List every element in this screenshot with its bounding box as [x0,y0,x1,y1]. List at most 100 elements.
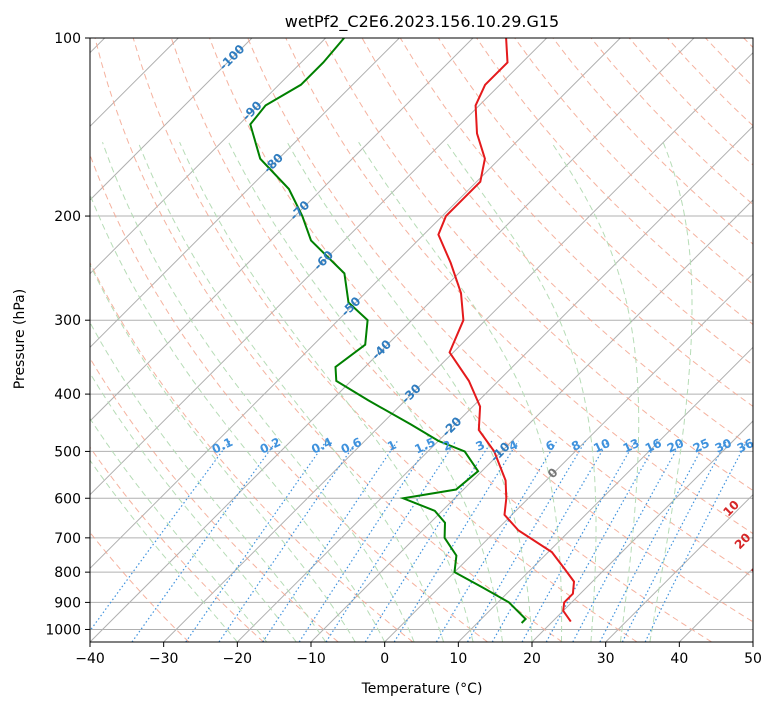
moist-adiabat [649,142,693,642]
x-tick-label: 50 [744,651,762,667]
x-tick-label: 40 [670,651,688,667]
moist-adiabat [550,141,640,642]
moist-adiabat [358,141,563,642]
moist-adiabat [90,417,268,642]
mixing-ratio-line [644,440,748,642]
mixing-ratio-line [185,440,327,642]
y-tick-label: 500 [54,444,81,460]
dry-adiabat [209,38,753,623]
x-tick-label: −40 [75,651,105,667]
mixing-ratio-line [521,440,636,642]
x-tick-label: 0 [380,651,389,667]
moist-adiabat [90,459,238,642]
mixing-ratio-lines [90,440,748,642]
moist-adiabat [286,141,533,642]
moist-adiabat [90,321,327,642]
outer-adiabat [0,38,6,642]
x-axis-label: Temperature (°C) [361,681,483,697]
dry-adiabat [90,446,264,642]
plot-frame [89,37,754,643]
mixing-ratio-line [90,440,231,632]
dry-adiabat [90,531,190,642]
dry-adiabat [743,38,753,49]
isotherm-line [678,567,753,642]
dry-adiabat [90,261,414,642]
mixing-ratio-line [218,440,358,642]
dry-adiabat [437,38,753,366]
mixing-ratio-line [491,440,609,642]
mixing-ratio-label: 0.4 [309,435,334,457]
isotherm-line [752,641,753,642]
y-tick-label: 700 [54,531,81,547]
dry-adiabat [247,38,753,578]
axes: −40 −30 −20 −10 0 10 20 30 40 50 1000 900 800 700 600 5… [45,31,762,667]
isotherm-line [531,420,753,642]
isotherm-line [90,38,621,570]
y-tick-label: 800 [54,565,81,581]
y-tick-label: 1000 [45,622,81,638]
dry-adiabat [476,38,753,326]
dewpoint-profile [249,38,528,624]
mixing-ratio-line [364,440,493,642]
mixing-ratio-line [621,440,727,642]
isotherm-line [90,38,253,201]
mixing-ratio-label: 25 [691,436,712,456]
isotherm-line [163,51,753,642]
adiabats [0,38,753,642]
isotherm-line [90,38,327,275]
y-tick-label: 100 [54,31,81,47]
line-labels: -100-90-80-70-60-50-40-30-20-10010203040… [210,42,775,604]
mixing-ratio-line [599,440,707,642]
mixing-ratio-line [298,440,432,642]
dry-adiabat [514,38,753,285]
dry-adiabat-label: 40 [768,582,775,604]
moist-adiabat [179,141,474,642]
dry-adiabat [285,38,753,535]
dry-adiabat [590,38,753,206]
x-tick-label: 10 [449,651,467,667]
dry-adiabat-label: 30 [749,558,771,580]
mixing-ratio-line [545,440,658,642]
x-tick-label: −20 [223,651,253,667]
mixing-ratio-line [262,440,399,642]
isotherm-line [90,38,474,422]
isotherm-line [236,125,753,642]
dry-adiabat [90,153,488,642]
mixing-ratio-label: 10 [591,436,612,456]
mixing-ratio-label: 20 [665,436,686,456]
dry-adiabat-label: 10 [720,498,742,520]
y-tick-label: 600 [54,491,81,507]
mixing-ratio-line [393,440,519,642]
moist-adiabat [90,193,386,642]
y-tick-label: 900 [54,595,81,611]
dry-adiabat-label: 20 [732,530,754,552]
moist-adiabat [228,141,503,642]
moist-adiabat [90,372,297,642]
profile-lines [249,38,576,624]
mixing-ratio-label: 30 [713,436,734,456]
x-tick-label: −30 [149,651,179,667]
dry-adiabat [323,38,753,492]
mixing-ratio-line [435,440,558,642]
x-tick-label: −10 [296,651,326,667]
y-axis-label: Pressure (hPa) [12,289,28,389]
y-tick-label: 300 [54,313,81,329]
y-tick-label: 200 [54,209,81,225]
isotherm-line [90,38,548,496]
dry-adiabat [90,357,339,642]
dry-adiabat [667,38,753,127]
y-tick-label: 400 [54,387,81,403]
mixing-ratio-line [131,440,278,642]
dry-adiabat [132,38,638,642]
dry-adiabat [170,38,712,642]
chart-title: wetPf2_C2E6.2023.156.10.29.G15 [285,12,559,32]
moist-adiabat [102,142,415,642]
mixing-ratio-label: 0.6 [339,435,364,457]
mixing-ratio-label: 36 [735,436,756,456]
background-grid [90,38,753,642]
temperature-profile [437,38,576,623]
mixing-ratio-label: 13 [621,436,642,456]
isotherm-line [457,346,753,642]
mixing-ratio-label: 0.1 [210,435,235,457]
